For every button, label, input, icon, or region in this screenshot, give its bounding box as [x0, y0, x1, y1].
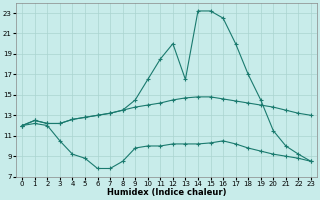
X-axis label: Humidex (Indice chaleur): Humidex (Indice chaleur) — [107, 188, 226, 197]
